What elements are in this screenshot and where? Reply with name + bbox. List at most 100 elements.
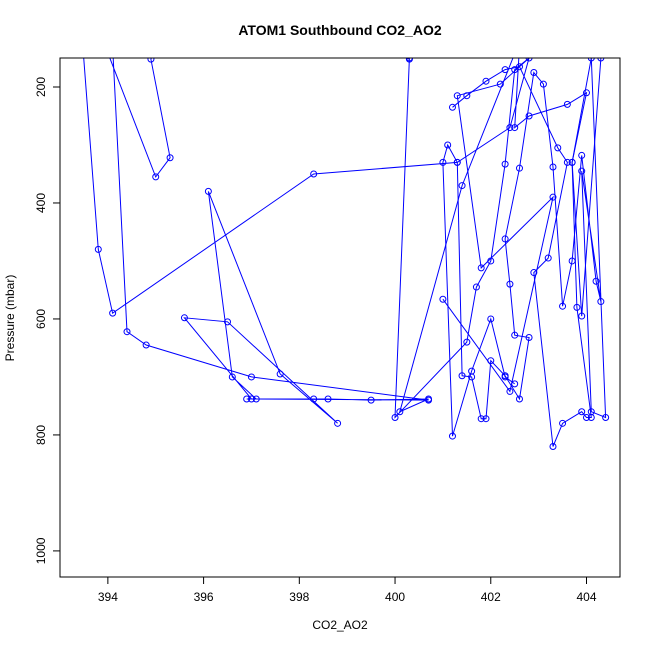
data-point (147, 58, 155, 63)
data-point (496, 80, 504, 88)
data-point (506, 280, 514, 288)
data-point (578, 167, 586, 175)
data-point (152, 173, 160, 181)
data-point (511, 380, 519, 388)
data-point (252, 395, 260, 403)
data-point (568, 158, 576, 166)
y-axis: 200 400 600 800 1000 (34, 77, 60, 564)
data-point (597, 58, 605, 62)
data-point (472, 283, 480, 291)
plot-frame (59, 57, 621, 578)
data-point (439, 158, 447, 166)
y-tick-label: 1000 (34, 537, 48, 564)
data-point (247, 373, 255, 381)
data-point (324, 395, 332, 403)
data-point (511, 124, 519, 132)
data-point (526, 14, 532, 20)
data-point (501, 235, 509, 243)
data-point (559, 302, 567, 310)
data-point (79, 26, 85, 32)
data-point (506, 124, 514, 132)
data-point (602, 414, 610, 422)
data-point (597, 298, 605, 306)
x-tick-label: 400 (385, 590, 405, 604)
data-point (453, 158, 461, 166)
y-axis-label: Pressure (mbar) (3, 275, 17, 362)
data-point (396, 408, 404, 416)
data-point (544, 254, 552, 262)
data-point (530, 269, 538, 277)
data-point (276, 370, 284, 378)
x-tick-label: 398 (289, 590, 309, 604)
data-point (515, 395, 523, 403)
data-point (153, 43, 159, 49)
y-tick-label: 200 (34, 77, 48, 97)
series-line-1 (83, 58, 530, 424)
x-axis-label: CO2_AO2 (312, 618, 368, 632)
data-point (458, 372, 466, 380)
data-point (568, 257, 576, 265)
data-point (501, 160, 509, 168)
data-point (247, 395, 255, 403)
x-tick-label: 396 (194, 590, 214, 604)
data-point (578, 151, 586, 159)
data-point (506, 387, 514, 395)
data-point (425, 396, 433, 404)
y-tick-label: 800 (34, 425, 48, 445)
data-point (525, 112, 533, 120)
data-point (587, 58, 595, 62)
chart-title: ATOM1 Southbound CO2_AO2 (238, 22, 441, 38)
data-point (487, 257, 495, 265)
y-tick-label: 400 (34, 193, 48, 213)
data-point (448, 432, 456, 440)
data-point (530, 68, 538, 76)
data-point (477, 264, 485, 272)
data-point (482, 415, 490, 423)
data-point (224, 318, 232, 326)
data-point (367, 396, 375, 404)
data-point (166, 154, 174, 162)
data-point (563, 100, 571, 108)
x-tick-label: 404 (576, 590, 596, 604)
data-point (511, 331, 519, 339)
data-point (536, 20, 542, 26)
data-point (477, 415, 485, 423)
series-line-3 (394, 58, 602, 419)
data-point (243, 395, 251, 403)
data-point (501, 66, 509, 74)
data-point (94, 245, 102, 253)
data-point (310, 170, 318, 178)
data-point (554, 144, 562, 152)
x-tick-label: 394 (98, 590, 118, 604)
data-point (549, 163, 557, 171)
data-point (448, 103, 456, 111)
data-point (463, 92, 471, 100)
data-point (180, 314, 188, 322)
data-point (587, 408, 595, 416)
data-point (458, 182, 466, 190)
data-point (468, 367, 476, 375)
x-tick-label: 402 (481, 590, 501, 604)
data-point (539, 80, 547, 88)
data-point (516, 43, 522, 49)
data-point (582, 414, 590, 422)
data-point (444, 141, 452, 149)
data-point (405, 58, 413, 62)
data-point (578, 312, 586, 320)
data-point (453, 92, 461, 100)
data-point (110, 43, 116, 49)
data-point (549, 443, 557, 451)
data-point (563, 158, 571, 166)
data-point (334, 419, 342, 427)
data-point (573, 303, 581, 311)
data-point (109, 309, 117, 317)
data-point (525, 334, 533, 342)
data-point (310, 395, 318, 403)
data-point (439, 295, 447, 303)
data-point (228, 373, 236, 381)
data-point (487, 315, 495, 323)
data-point (525, 58, 533, 62)
y-tick-label: 600 (34, 309, 48, 329)
data-point (142, 341, 150, 349)
